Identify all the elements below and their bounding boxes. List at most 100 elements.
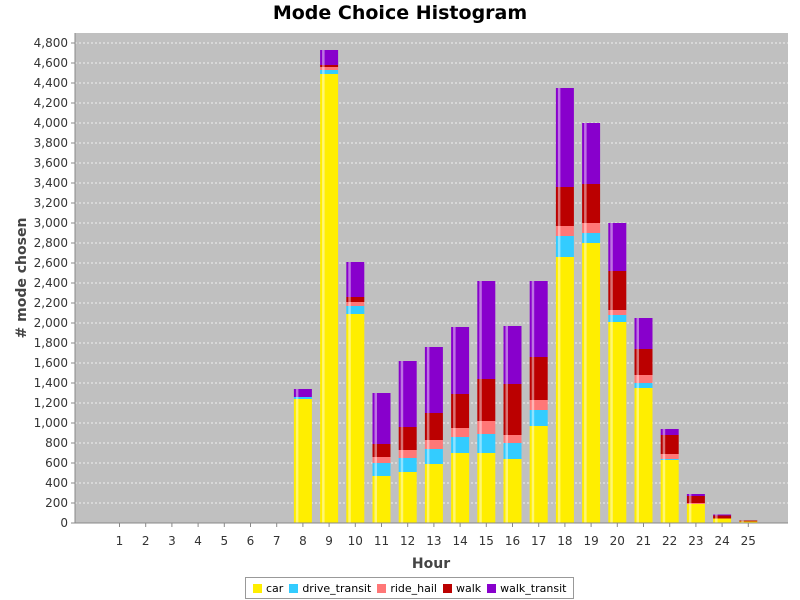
bar-walk_transit-hour-22 [660,429,679,435]
y-tick-label: 3,400 [34,176,68,190]
legend-swatch [487,583,497,593]
x-tick-label: 25 [741,534,756,548]
bar-walk-hour-10 [346,297,365,302]
x-tick-label: 23 [688,534,703,548]
bar-car-hour-21 [634,388,653,523]
bar-walk_transit-hour-14 [451,327,470,394]
bar-drive_transit-hour-18 [555,236,574,257]
bar-highlight [374,393,377,523]
bar-walk-hour-11 [372,444,391,457]
bar-drive_transit-hour-14 [451,437,470,453]
y-tick-label: 2,000 [34,316,68,330]
x-tick-label: 15 [479,534,494,548]
bar-walk_transit-hour-24 [713,514,732,516]
bar-walk-hour-22 [660,435,679,454]
y-tick-label: 1,600 [34,356,68,370]
bar-car-hour-15 [477,453,496,523]
bar-car-hour-23 [686,504,705,523]
bar-walk_transit-hour-18 [555,88,574,187]
legend-item-drive_transit: drive_transit [289,582,371,595]
bar-ride_hail-hour-13 [424,440,443,449]
x-tick-label: 10 [348,534,363,548]
bar-drive_transit-hour-19 [582,233,601,243]
bar-car-hour-10 [346,314,365,523]
x-tick-label: 20 [610,534,625,548]
bar-walk_transit-hour-15 [477,281,496,379]
y-tick-label: 1,200 [34,396,68,410]
bar-ride_hail-hour-22 [660,454,679,459]
bar-walk-hour-17 [529,357,548,400]
bar-ride_hail-hour-19 [582,223,601,233]
bar-walk_transit-hour-19 [582,123,601,184]
legend-swatch [253,583,262,593]
bar-walk-hour-15 [477,379,496,421]
bar-walk_transit-hour-23 [686,494,705,496]
bar-drive_transit-hour-15 [477,434,496,453]
legend-item-walk: walk [442,581,482,595]
bar-walk-hour-24 [713,515,732,519]
chart-title: Mode Choice Histogram [272,2,528,24]
x-tick-label: 1 [116,534,124,548]
x-tick-label: 22 [662,534,677,548]
bar-highlight [715,514,718,523]
bar-drive_transit-hour-20 [608,315,627,322]
y-tick-label: 3,200 [34,196,68,210]
legend-label: walk [455,581,482,595]
bar-car-hour-12 [398,472,417,523]
bar-drive_transit-hour-17 [529,410,548,426]
bar-drive_transit-hour-8 [293,397,312,399]
x-tick-label: 3 [168,534,176,548]
bar-highlight [636,318,639,523]
bar-drive_transit-hour-22 [660,459,679,460]
bar-car-hour-24 [713,518,732,523]
bar-walk_transit-hour-11 [372,393,391,444]
bar-walk-hour-21 [634,349,653,375]
bar-car-hour-8 [293,399,312,523]
legend-label: ride_hail [390,581,437,595]
x-ticks: 1 2 3 4 5 6 7 8 9 10 11 12 13 14 15 16 17 18 19 20 21 22 23 24 2… [116,523,756,548]
bar-ride_hail-hour-15 [477,421,496,434]
x-tick-label: 21 [636,534,651,548]
y-tick-label: 0 [60,516,68,530]
bar-car-hour-14 [451,453,470,523]
bar-highlight [741,520,744,523]
bar-drive_transit-hour-10 [346,306,365,314]
bar-drive_transit-hour-16 [503,443,522,459]
legend-item-ride_hail: ride_hail [377,582,437,595]
x-tick-label: 16 [505,534,520,548]
bar-highlight [688,494,692,523]
bar-highlight [426,347,430,523]
bar-highlight [505,326,508,523]
bar-ride_hail-hour-11 [372,457,391,463]
bar-ride_hail-hour-12 [398,450,417,458]
y-tick-label: 4,200 [34,96,68,110]
bar-car-hour-19 [582,243,601,523]
x-axis-title: Hour [412,556,450,572]
y-tick-label: 200 [45,496,68,510]
x-tick-label: 13 [426,534,441,548]
bar-ride_hail-hour-20 [608,310,627,315]
legend: car drive_transit ride_hail walk walk_transi… [245,577,575,599]
y-tick-label: 4,000 [34,116,68,130]
bar-walk_transit-hour-20 [608,223,627,271]
legend-label: car [266,581,284,595]
bar-highlight [453,327,456,523]
legend-swatch [377,583,387,593]
legend-swatch [442,583,452,593]
bar-car-hour-9 [320,74,339,523]
y-tick-label: 800 [45,436,68,450]
x-tick-label: 7 [273,534,281,548]
y-tick-label: 4,600 [34,56,68,70]
bar-car-hour-22 [660,460,679,523]
bar-highlight [479,281,482,523]
bar-car-hour-18 [555,257,574,523]
bar-walk_transit-hour-17 [529,281,548,357]
bar-walk-hour-9 [320,65,339,67]
bar-highlight [584,123,587,523]
bar-walk_transit-hour-10 [346,262,365,297]
y-tick-label: 1,800 [34,336,68,350]
bar-car-hour-17 [529,426,548,523]
bar-drive_transit-hour-13 [424,449,443,464]
bar-car-hour-11 [372,476,391,523]
